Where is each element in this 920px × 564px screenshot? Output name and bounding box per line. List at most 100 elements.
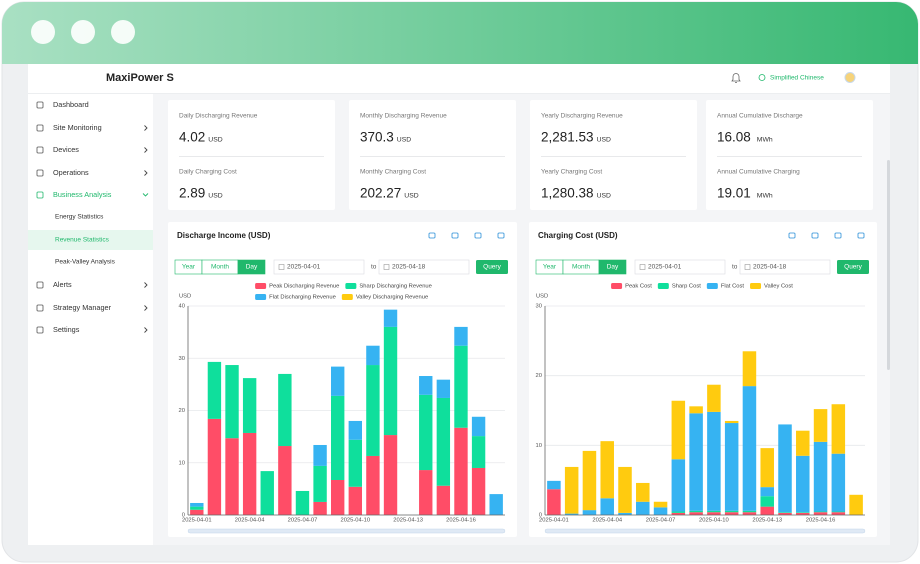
- bar-segment: [242, 432, 257, 515]
- calendar-icon: [383, 264, 390, 270]
- menu-item[interactable]: Revenue Statistics: [55, 237, 110, 244]
- legend-label[interactable]: Valley Discharging Revenue: [356, 295, 428, 301]
- legend-swatch: [657, 283, 669, 289]
- bar-segment: [813, 512, 828, 515]
- chevron: [144, 170, 148, 176]
- legend-label[interactable]: Flat Cost: [721, 284, 745, 290]
- avatar[interactable]: [844, 72, 856, 83]
- query-button[interactable]: [837, 260, 869, 274]
- bar-segment: [313, 501, 327, 515]
- bar-segment: [760, 496, 774, 507]
- language-switch[interactable]: Simplified Chinese: [770, 75, 824, 82]
- kpi-label: Annual Cumulative Charging: [717, 169, 800, 176]
- period-tab[interactable]: [237, 259, 266, 275]
- toolbar-icon[interactable]: [857, 232, 865, 239]
- bar-segment: [778, 512, 792, 513]
- bar-segment: [366, 345, 380, 366]
- query-button-label[interactable]: Query: [483, 264, 501, 271]
- period-tab-label[interactable]: Month: [572, 264, 590, 271]
- date-input[interactable]: [273, 259, 365, 275]
- globe-icon: [758, 74, 766, 81]
- period-tab-label[interactable]: Year: [182, 264, 196, 271]
- bar-segment: [225, 438, 239, 515]
- y-axis-title: USD: [536, 294, 548, 300]
- period-tab-label[interactable]: Day: [246, 264, 258, 271]
- bar-segment: [331, 366, 345, 396]
- bar-segment: [471, 467, 486, 515]
- bar-segment: [383, 326, 398, 436]
- bar-segment: [331, 395, 345, 480]
- menu-item[interactable]: Settings: [53, 325, 80, 334]
- menu-item[interactable]: Dashboard: [53, 100, 89, 109]
- period-tab-label[interactable]: Month: [211, 264, 229, 271]
- bar-segment: [454, 345, 468, 428]
- kpi-label: Yearly Discharging Revenue: [541, 113, 623, 120]
- query-button[interactable]: [476, 260, 508, 274]
- toolbar-icon[interactable]: [788, 232, 796, 239]
- period-tab[interactable]: [598, 259, 627, 275]
- date-input[interactable]: [378, 259, 470, 275]
- menu-icon: [36, 169, 44, 177]
- kpi-label: Annual Cumulative Discharge: [717, 113, 803, 120]
- x-tick-label: 2025-04-13: [752, 518, 782, 524]
- bar-segment: [813, 441, 828, 512]
- legend-label[interactable]: Sharp Discharging Revenue: [359, 284, 432, 290]
- bar-segment: [796, 430, 810, 456]
- toolbar-icon[interactable]: [497, 232, 505, 239]
- menu-item[interactable]: Energy Statistics: [55, 214, 104, 221]
- kpi-unit: USD: [597, 192, 611, 199]
- chart-title: Discharge Income (USD): [177, 231, 271, 240]
- menu-item[interactable]: Site Monitoring: [53, 123, 102, 132]
- legend-label[interactable]: Peak Cost: [625, 284, 652, 290]
- bar-segment: [454, 326, 468, 346]
- chevron: [144, 282, 148, 288]
- kpi-label: Monthly Charging Cost: [360, 169, 426, 176]
- period-tab-label[interactable]: Year: [543, 264, 557, 271]
- bar-segment: [366, 365, 380, 456]
- bar-segment: [600, 498, 614, 515]
- date-input[interactable]: [739, 259, 831, 275]
- toolbar-icon[interactable]: [811, 232, 819, 239]
- x-tick-label: 2025-04-10: [340, 518, 370, 524]
- legend-label[interactable]: Peak Discharging Revenue: [269, 284, 339, 290]
- date-value[interactable]: 2025-04-18: [392, 264, 426, 271]
- bar-segment: [707, 384, 721, 412]
- kpi-unit: MWh: [757, 192, 773, 199]
- kpi-value: 1,280.38: [541, 186, 594, 201]
- menu-icon: [36, 191, 44, 199]
- toolbar-icon[interactable]: [451, 232, 459, 239]
- toolbar-icon[interactable]: [834, 232, 842, 239]
- bar-segment: [348, 439, 362, 487]
- date-value[interactable]: 2025-04-18: [753, 264, 787, 271]
- legend-label[interactable]: Sharp Cost: [672, 284, 701, 290]
- bell-icon[interactable]: [731, 73, 741, 83]
- date-value[interactable]: 2025-04-01: [648, 264, 682, 271]
- y-tick-label: 40: [179, 304, 185, 310]
- calendar-icon: [278, 264, 285, 270]
- zoom-slider[interactable]: [544, 528, 866, 534]
- bar-segment: [564, 513, 579, 515]
- toolbar-icon[interactable]: [474, 232, 482, 239]
- menu-item[interactable]: Devices: [53, 145, 79, 154]
- period-tab-label[interactable]: Day: [607, 264, 619, 271]
- menu-item[interactable]: Peak-Valley Analysis: [55, 259, 116, 266]
- zoom-slider[interactable]: [187, 528, 506, 534]
- toolbar-icon[interactable]: [428, 232, 436, 239]
- menu-item[interactable]: Business Analysis: [53, 190, 112, 199]
- kpi-value: 2,281.53: [541, 130, 594, 145]
- query-button-label[interactable]: Query: [844, 264, 862, 271]
- chevron: [142, 193, 149, 197]
- menu-item[interactable]: Alerts: [53, 280, 72, 289]
- bar-segment: [366, 455, 380, 515]
- sidebar: [28, 94, 153, 545]
- menu-item[interactable]: Operations: [53, 168, 89, 177]
- y-tick-label: 10: [536, 443, 542, 449]
- bar-segment: [582, 450, 597, 511]
- menu-item[interactable]: Strategy Manager: [53, 303, 112, 312]
- legend-label[interactable]: Valley Cost: [764, 284, 793, 290]
- legend-swatch: [341, 294, 353, 300]
- legend-swatch: [611, 283, 623, 289]
- legend-label[interactable]: Flat Discharging Revenue: [269, 295, 336, 301]
- date-value[interactable]: 2025-04-01: [287, 264, 321, 271]
- date-input[interactable]: [634, 259, 726, 275]
